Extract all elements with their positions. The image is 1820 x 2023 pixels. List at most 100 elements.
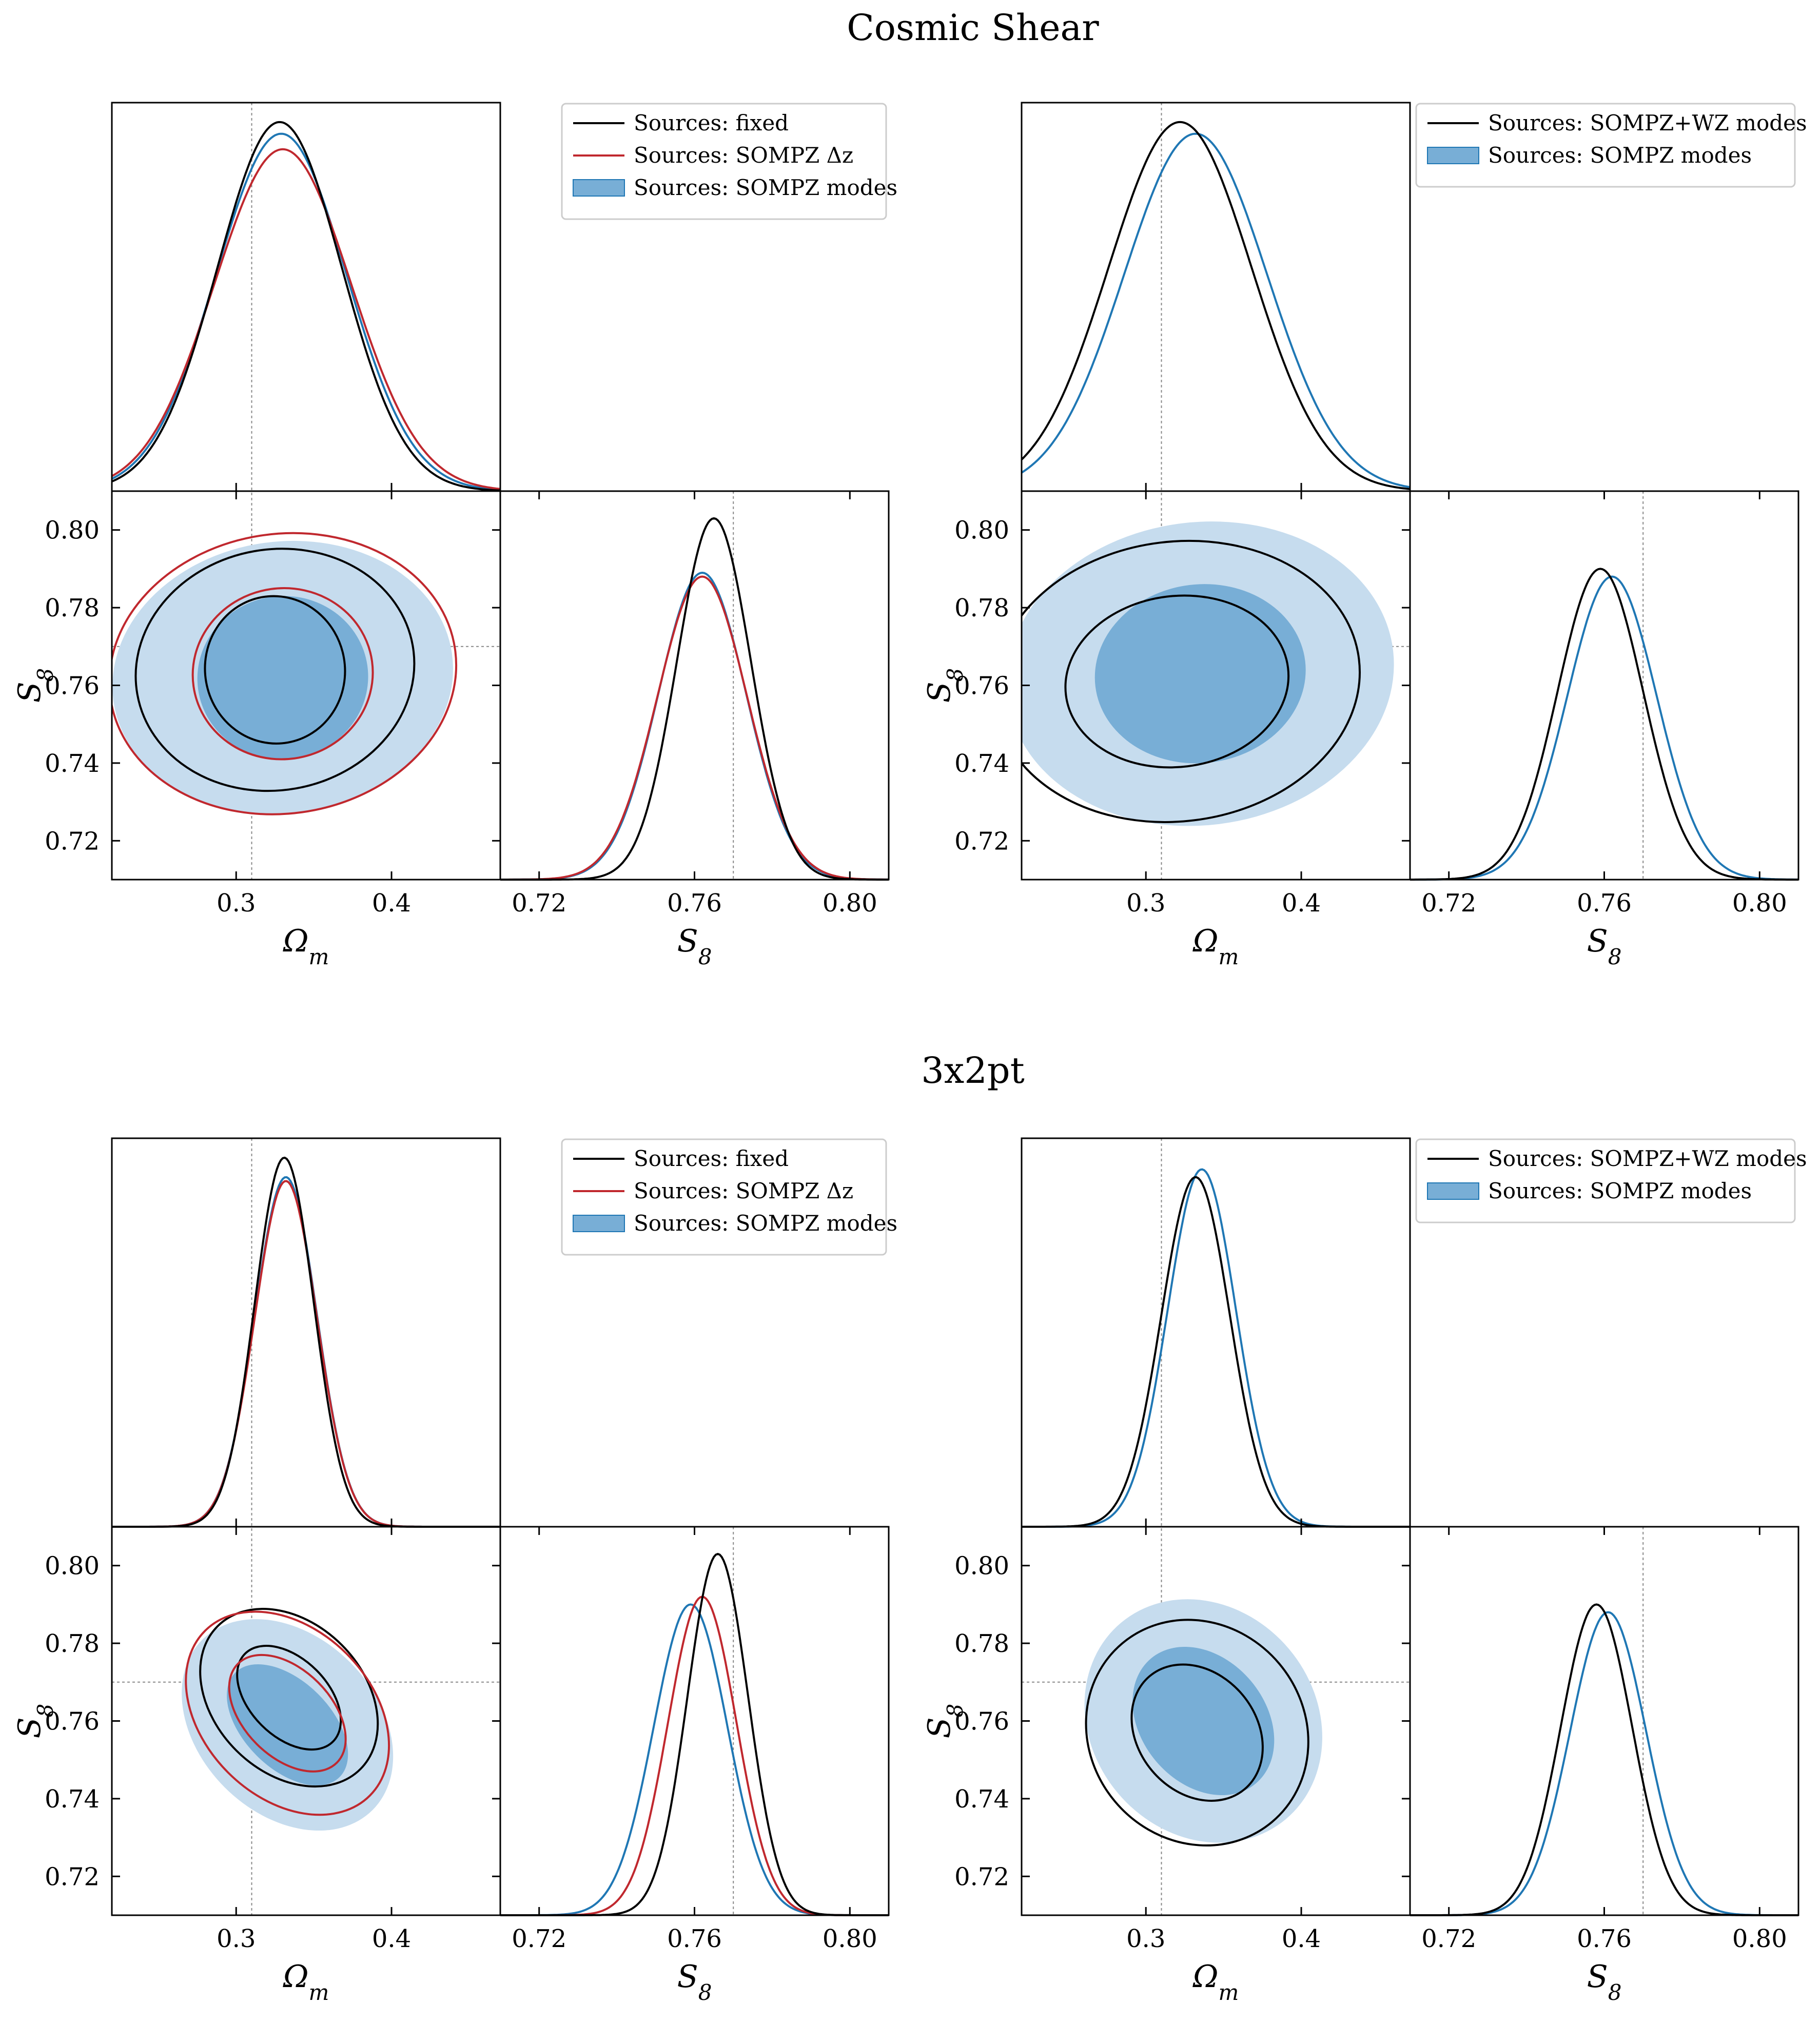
x-axis-label-s8: S8 <box>1587 1959 1622 2005</box>
marginal-curve-omega <box>112 1156 500 1528</box>
tick-label-s8-marginal: 0.76 <box>667 1924 722 1953</box>
legend: Sources: fixed Sources: SOMPZ Δz Sources: … <box>561 1138 897 1256</box>
legend-entry-label: Sources: fixed <box>634 110 789 135</box>
legend-entry-label: Sources: SOMPZ+WZ modes <box>1488 1146 1807 1171</box>
legend: Sources: SOMPZ+WZ modes Sources: SOMPZ mo… <box>1415 103 1807 188</box>
contour-inner-filled <box>227 1664 348 1786</box>
legend-entry-label: Sources: fixed <box>634 1146 789 1171</box>
tick-label-s8-marginal: 0.72 <box>1421 1924 1476 1953</box>
tick-label-s8-marginal: 0.76 <box>1577 1924 1632 1953</box>
x-axis-label-s8: S8 <box>677 1959 712 2005</box>
tick-label-s8: 0.80 <box>45 516 100 545</box>
tick-label-s8: 0.74 <box>45 749 100 778</box>
legend-frame <box>1415 103 1796 188</box>
legend-frame <box>1415 1138 1796 1223</box>
contour-outer-line <box>1085 1619 1309 1846</box>
corner-plot-2: 0.3 0.4 0.72 0.74 0.76 0.78 0.80 0.72 0.76 0.80 Ωm… <box>922 102 1807 969</box>
corner-plot-1: 0.3 0.4 0.72 0.74 0.76 0.78 0.80 0.72 0.76 0.80 Ωm… <box>12 102 897 969</box>
contour-group <box>112 532 458 815</box>
panel-s8-marginal <box>499 1526 890 1916</box>
marginal-curve-s8 <box>1410 1611 1798 1916</box>
tick-label-s8: 0.78 <box>954 1629 1009 1658</box>
contour-outer-line <box>185 1610 390 1816</box>
tick-label-omega: 0.4 <box>1282 889 1321 918</box>
tick-label-omega: 0.3 <box>1126 1924 1165 1953</box>
tick-label-s8: 0.76 <box>954 672 1009 701</box>
tick-label-omega: 0.3 <box>217 889 256 918</box>
corner-plot-4: 0.3 0.4 0.72 0.74 0.76 0.78 0.80 0.72 0.76 0.80 Ωm… <box>922 1137 1807 2005</box>
marginal-curve-s8 <box>500 571 889 881</box>
tick-label-s8: 0.74 <box>954 1785 1009 1814</box>
contour-inner-line <box>191 587 374 761</box>
tick-label-s8-marginal: 0.76 <box>1577 889 1632 918</box>
marginal-curve-s8 <box>1410 1603 1798 1916</box>
x-axis-label-s8: S8 <box>1587 923 1622 969</box>
contour-inner-filled <box>1132 1646 1275 1796</box>
legend-entry-label: Sources: SOMPZ+WZ modes <box>1488 110 1807 135</box>
contour-group <box>1084 1599 1322 1846</box>
marginal-curve-omega <box>1021 132 1411 489</box>
contour-inner-line <box>1064 594 1290 769</box>
contour-inner-filled <box>1094 584 1306 764</box>
legend-entry-label: Sources: SOMPZ modes <box>1488 143 1752 168</box>
x-axis-label-s8: S8 <box>677 923 712 969</box>
legend-frame <box>561 1138 887 1256</box>
marginal-curve-omega <box>1022 1168 1410 1528</box>
panel-s8-marginal <box>1409 490 1799 881</box>
tick-label-s8: 0.76 <box>45 672 100 701</box>
marginal-curve-omega <box>1022 1176 1410 1528</box>
contour-group <box>182 1608 394 1831</box>
legend-swatch-patch <box>1427 1182 1479 1200</box>
x-axis-label-omega: Ωm <box>283 923 329 969</box>
tick-label-s8: 0.78 <box>45 594 100 623</box>
tick-label-s8: 0.80 <box>45 1552 100 1581</box>
tick-label-omega: 0.3 <box>217 1924 256 1953</box>
tick-label-s8: 0.76 <box>45 1707 100 1736</box>
tick-label-s8: 0.72 <box>954 827 1009 855</box>
section-title-cosmic-shear: Cosmic Shear <box>847 7 1099 49</box>
contour-outer-line <box>134 548 416 792</box>
tick-label-s8: 0.72 <box>954 1862 1009 1891</box>
section-title-3x2pt: 3x2pt <box>921 1049 1025 1092</box>
contour-group <box>1022 521 1394 826</box>
x-axis-label-omega: Ωm <box>1192 923 1239 969</box>
contour-outer-line <box>199 1608 379 1788</box>
marginal-curve-omega <box>111 148 501 490</box>
tick-label-s8-marginal: 0.80 <box>1732 1924 1787 1953</box>
legend-entry-label: Sources: SOMPZ Δz <box>634 143 853 168</box>
corner-plot-3: 0.3 0.4 0.72 0.74 0.76 0.78 0.80 0.72 0.76 0.80 Ωm… <box>12 1137 897 2005</box>
legend-swatch-patch <box>1427 147 1479 164</box>
contour-inner-line <box>236 1645 342 1751</box>
panel-s8-marginal <box>1409 1526 1799 1916</box>
corner-plots: 0.3 0.4 0.72 0.74 0.76 0.78 0.80 0.72 0.76 0.80 Ωm… <box>12 102 1807 2005</box>
marginal-curve-omega <box>111 132 501 491</box>
marginal-curve-s8 <box>500 575 889 881</box>
legend-frame <box>561 103 887 220</box>
tick-label-omega: 0.4 <box>1282 1924 1321 1953</box>
tick-label-s8-marginal: 0.80 <box>823 889 877 918</box>
legend-swatch-patch <box>573 179 625 197</box>
tick-label-s8: 0.74 <box>45 1785 100 1814</box>
tick-label-omega: 0.4 <box>372 1924 411 1953</box>
tick-label-omega: 0.3 <box>1126 889 1165 918</box>
marginal-curve-omega <box>112 1180 500 1528</box>
legend-swatch-patch <box>573 1215 625 1232</box>
panel-omega-marginal <box>111 1137 501 1528</box>
marginal-curve-s8 <box>500 517 889 881</box>
tick-label-s8: 0.80 <box>954 516 1009 545</box>
marginal-curve-s8 <box>1410 568 1798 881</box>
tick-label-s8: 0.74 <box>954 749 1009 778</box>
legend-entry-label: Sources: SOMPZ Δz <box>634 1178 853 1203</box>
tick-label-s8: 0.76 <box>954 1707 1009 1736</box>
panel-omega-marginal <box>1021 102 1411 492</box>
tick-label-s8-marginal: 0.72 <box>512 889 566 918</box>
tick-label-s8-marginal: 0.76 <box>667 889 722 918</box>
tick-label-s8: 0.78 <box>45 1629 100 1658</box>
contour-outer-line <box>1022 539 1361 823</box>
legend: Sources: fixed Sources: SOMPZ Δz Sources: … <box>561 103 897 220</box>
contour-outer-line <box>112 532 458 815</box>
tick-label-s8-marginal: 0.80 <box>823 1924 877 1953</box>
marginal-curve-s8 <box>500 1552 889 1916</box>
tick-label-omega: 0.4 <box>372 889 411 918</box>
